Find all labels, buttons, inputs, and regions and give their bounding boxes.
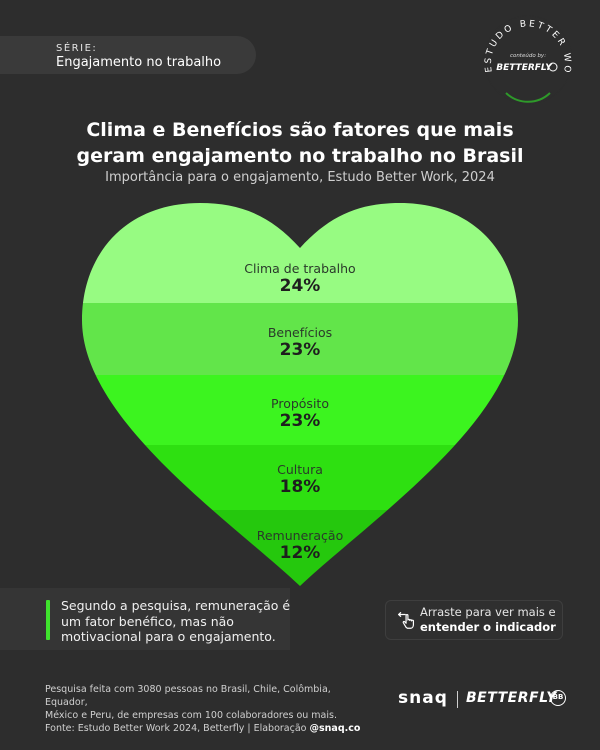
chart-subtitle: Importância para o engajamento, Estudo B… bbox=[105, 170, 495, 185]
swipe-hand-icon bbox=[398, 612, 415, 629]
chart-title: Clima e Benefícios são fatores que mais … bbox=[0, 117, 600, 169]
callout-accent-bar bbox=[46, 600, 50, 640]
swipe-hint-line1: Arraste para ver mais e bbox=[420, 605, 556, 619]
segment-value: 23% bbox=[279, 411, 321, 431]
footer-line-3: Fonte: Estudo Better Work 2024, Betterfl… bbox=[45, 722, 375, 735]
segment-value: 24% bbox=[279, 276, 321, 296]
segment-label: Cultura bbox=[277, 462, 323, 477]
estudo-better-work-badge: ESTUDO BETTER WORK 2024 conteúdo by: BET… bbox=[478, 10, 573, 105]
segment-beneficios-text: Benefícios 23% bbox=[150, 325, 450, 360]
segment-value: 23% bbox=[279, 340, 321, 360]
logo-divider bbox=[457, 691, 458, 708]
segment-label: Propósito bbox=[271, 396, 329, 411]
badge-content-by: conteúdo by: bbox=[510, 52, 546, 59]
footer-handle[interactable]: @snaq.co bbox=[309, 723, 361, 734]
footer-notes: Pesquisa feita com 3080 pessoas no Brasi… bbox=[45, 683, 375, 735]
swipe-hint-button[interactable]: Arraste para ver mais e entender o indic… bbox=[385, 600, 563, 640]
segment-label: Benefícios bbox=[267, 325, 333, 340]
segment-cultura-text: Cultura 18% bbox=[150, 462, 450, 497]
betterfly-mark-icon bbox=[548, 62, 558, 72]
footer-source: Fonte: Estudo Better Work 2024, Betterfl… bbox=[45, 723, 310, 734]
betterfly-mark-icon: BB bbox=[550, 690, 566, 706]
segment-value: 18% bbox=[279, 477, 321, 497]
segment-clima-text: Clima de trabalho 24% bbox=[150, 261, 450, 296]
segment-beneficios bbox=[82, 303, 518, 375]
title-line-1: Clima e Benefícios são fatores que mais bbox=[86, 119, 514, 141]
footer-line-2: México e Peru, de empresas com 100 colab… bbox=[45, 710, 337, 721]
segment-proposito bbox=[82, 375, 518, 445]
footer-line-1: Pesquisa feita com 3080 pessoas no Brasi… bbox=[45, 684, 331, 708]
segment-label: Remuneração bbox=[256, 528, 344, 543]
logos: snaq BETTERFLY BB bbox=[398, 688, 578, 712]
series-name: Engajamento no trabalho bbox=[56, 55, 222, 70]
badge-brand: BETTERFLY bbox=[496, 63, 553, 73]
callout-text: Segundo a pesquisa, remuneração é um fat… bbox=[61, 598, 291, 644]
segment-remuneracao-text: Remuneração 12% bbox=[150, 528, 450, 563]
segment-label: Clima de trabalho bbox=[244, 261, 356, 276]
snaq-logo: snaq bbox=[398, 688, 448, 708]
title-line-2: geram engajamento no trabalho no Brasil bbox=[76, 145, 524, 167]
betterfly-logo: BETTERFLY bbox=[466, 690, 557, 706]
segment-value: 12% bbox=[279, 543, 321, 563]
swipe-hint-line2: entender o indicador bbox=[420, 620, 556, 634]
segment-proposito-text: Propósito 23% bbox=[150, 396, 450, 431]
series-pill bbox=[0, 36, 256, 74]
series-label: SÉRIE: bbox=[56, 43, 98, 54]
